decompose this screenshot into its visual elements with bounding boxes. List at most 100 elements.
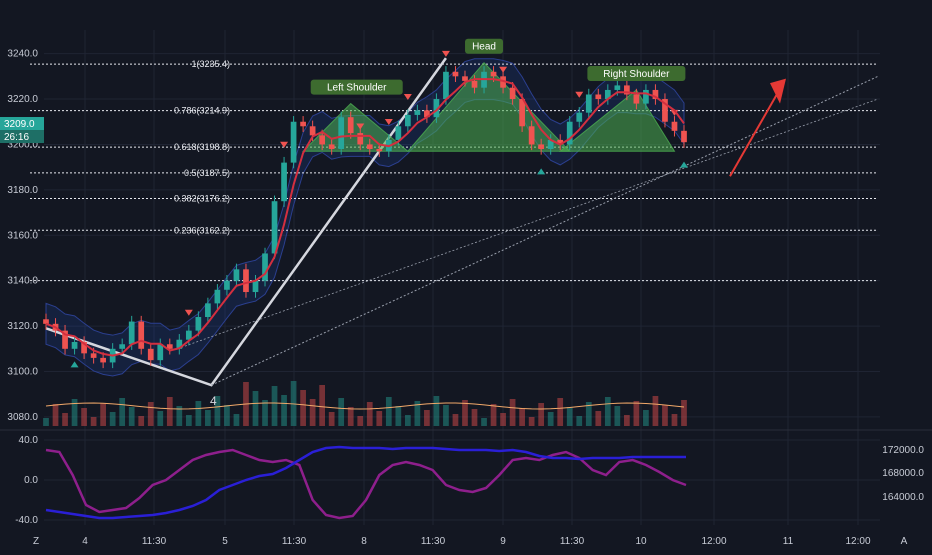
volume-bar [109, 412, 116, 426]
volume-bar [338, 398, 345, 426]
candle-body [643, 89, 649, 104]
moving-average [45, 78, 685, 357]
candle-body [443, 71, 449, 100]
candle-body [119, 344, 126, 349]
axes: 3240.0 3220.0 3200.0 3180.0 3160.0 3140.0 3120… [0, 49, 924, 547]
osc-right-tick-label: 172000.0 [882, 445, 924, 456]
volume-bars [43, 381, 687, 426]
y-tick-label: 3220.0 [7, 94, 38, 105]
candle-body [176, 339, 183, 349]
candle-body [138, 321, 145, 349]
volume-bar [271, 386, 278, 426]
countdown-badge [0, 130, 44, 144]
candle-body [281, 162, 287, 202]
candle-body [243, 269, 249, 293]
candle-body [157, 344, 164, 361]
last-price-label: 3209.0 [4, 119, 35, 130]
volume-bar [395, 406, 402, 426]
candle-body [166, 344, 173, 349]
grid-lines [0, 30, 932, 525]
x-tick-label: 11:30 [421, 536, 446, 547]
osc-right-tick-label: 168000.0 [882, 468, 924, 479]
candle-body [595, 94, 602, 100]
x-tick-label: 11:30 [142, 536, 167, 547]
volume-bar [252, 391, 259, 426]
volume-bar [547, 412, 554, 426]
candle-body [233, 269, 240, 281]
signal-markers [70, 50, 688, 368]
footer-button-a[interactable]: A [901, 536, 908, 547]
osc-y-tick-label: 40.0 [19, 435, 39, 446]
candle-body [662, 99, 668, 122]
candle-body [43, 319, 49, 324]
volume-bar [462, 400, 468, 426]
volume-bar [624, 415, 630, 426]
volume-bar [224, 405, 230, 426]
y-tick-label: 3180.0 [7, 185, 38, 196]
y-tick-label: 3160.0 [7, 230, 38, 241]
candle-body [538, 144, 545, 149]
volume-bar [424, 410, 430, 426]
candle-body [290, 121, 297, 163]
osc-y-tick-label: 0.0 [24, 475, 38, 486]
candle-body [319, 135, 326, 145]
candle-body [585, 94, 592, 113]
x-tick-label: 11:30 [560, 536, 585, 547]
candle-body [71, 341, 78, 349]
volume-bar [43, 418, 49, 426]
volume-bar [471, 409, 478, 426]
candle-body [338, 117, 345, 149]
footer-button-z[interactable]: Z [33, 536, 39, 547]
volume-bar [81, 408, 87, 426]
last-price-badge [0, 117, 44, 131]
volume-bar [119, 398, 126, 426]
volume-bar [595, 411, 602, 426]
volume-bar [214, 396, 221, 426]
volume-bar [385, 397, 392, 426]
volume-bar [90, 417, 97, 426]
pattern-label-2: Right Shoulder [603, 69, 670, 80]
candle-body [376, 148, 383, 152]
oscillator-pane [44, 439, 880, 521]
candle-body [528, 126, 535, 145]
candle-body [309, 126, 316, 136]
osc-right-tick-label: 164000.0 [882, 492, 924, 503]
x-tick-label: 12:00 [701, 536, 726, 547]
oscillator-blue-line [45, 445, 686, 520]
volume-bar [100, 403, 106, 426]
x-tick-label: 9 [500, 536, 506, 547]
candle-body [547, 139, 554, 149]
x-tick-label: 11 [783, 536, 794, 547]
candle-body [404, 114, 411, 127]
sell-signal-marker-8 [670, 109, 679, 116]
pattern-triangle-0 [301, 102, 410, 152]
volume-bar [519, 408, 525, 426]
candle-body [347, 117, 354, 134]
candle-body [300, 121, 306, 127]
candle-body [576, 112, 583, 122]
volume-bar [300, 390, 306, 426]
volume-bar [662, 405, 668, 426]
footer-bar: Z A [33, 536, 908, 547]
candle-body [471, 80, 478, 88]
volume-bar [376, 411, 383, 426]
x-tick-label: 11:30 [282, 536, 307, 547]
fib-label-2: 0.618(3198.8) [174, 142, 230, 152]
pattern-labels: Left Shoulder Head Right Shoulder 4 [210, 38, 686, 408]
volume-bar [357, 416, 364, 426]
candle-body [671, 121, 678, 131]
candle-body [205, 303, 211, 318]
volume-bar [52, 404, 59, 426]
volume-bar [185, 415, 192, 426]
ma-line [45, 78, 685, 357]
x-tick-label: 10 [635, 536, 647, 547]
x-tick-label: 5 [222, 536, 228, 547]
candle-body [252, 280, 259, 293]
y-tick-label: 3080.0 [7, 412, 38, 423]
pattern-triangle-2 [558, 89, 676, 152]
volume-bar [166, 397, 173, 426]
sell-signal-marker-3 [384, 119, 393, 126]
trend-lines [45, 57, 879, 387]
